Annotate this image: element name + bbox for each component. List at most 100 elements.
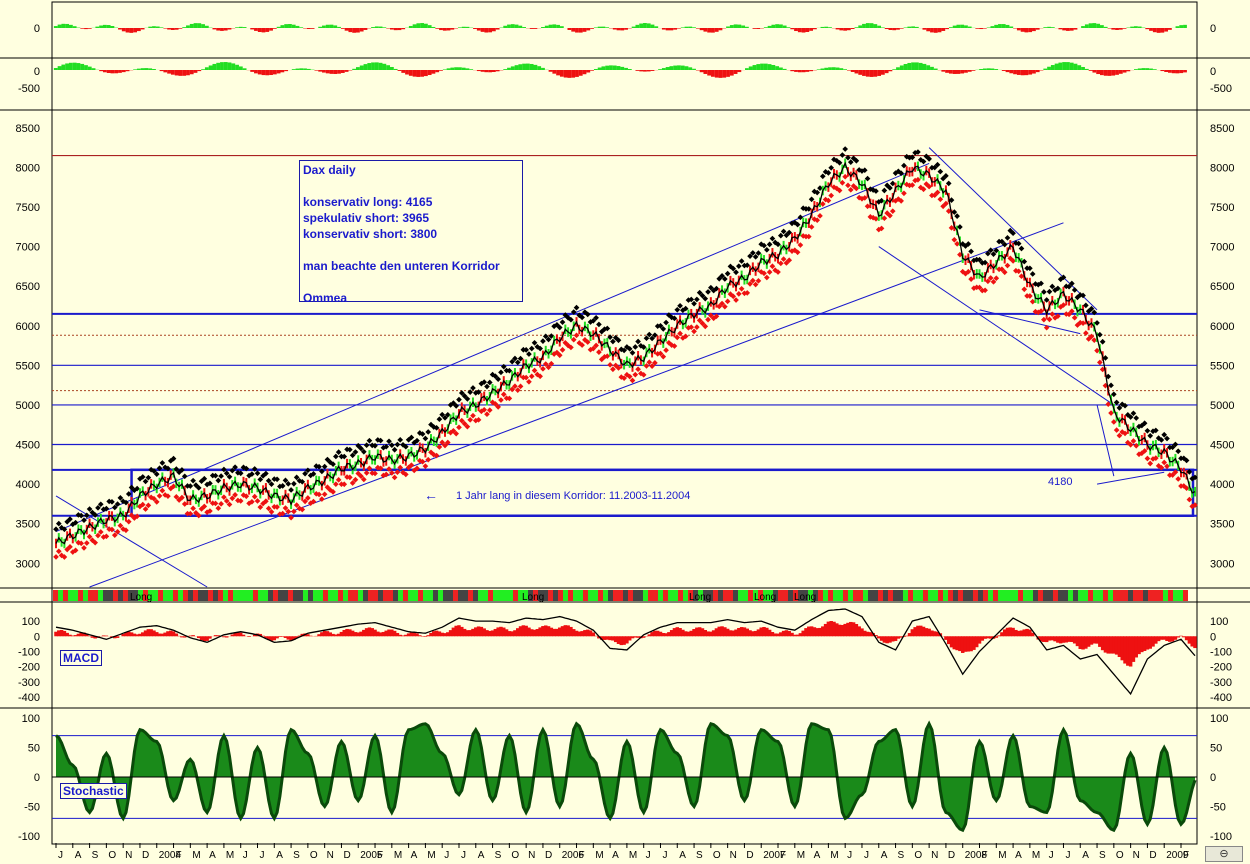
stop-dot-black (828, 164, 835, 171)
x-month-label: F (579, 850, 585, 861)
stop-dot-black (347, 446, 353, 453)
stop-dot-red (402, 471, 409, 478)
stop-dot-black (1133, 415, 1140, 421)
stop-dot-red (1010, 258, 1016, 264)
stop-dot-black (461, 393, 468, 399)
stop-dot-red (1055, 313, 1061, 319)
stop-dot-red (1158, 464, 1165, 471)
stop-dot-black (1147, 432, 1154, 439)
stop-dot-black (934, 161, 941, 168)
stochastic-axis-label-left: -50 (24, 802, 40, 814)
macd-axis-label-right: -200 (1210, 662, 1232, 674)
stop-dot-red (111, 532, 118, 538)
signal-cell (988, 590, 993, 601)
stop-dot-red (694, 324, 700, 330)
stop-dot-red (861, 195, 868, 201)
signal-cell (838, 590, 843, 601)
stop-dot-black (1144, 427, 1151, 434)
stop-dot-red (223, 498, 230, 504)
stop-dot-black (53, 526, 59, 533)
stop-dot-black (372, 442, 378, 449)
stop-dot-red (747, 281, 753, 287)
stop-dot-black (285, 481, 292, 487)
stop-dot-red (842, 173, 849, 180)
stop-dot-black (92, 512, 99, 518)
signal-cell (618, 590, 623, 601)
x-month-label: M (797, 850, 805, 861)
stop-dot-black (528, 345, 535, 352)
stop-dot-black (212, 472, 219, 479)
signal-cell (798, 590, 803, 601)
stop-dot-red (55, 548, 62, 555)
signal-cell (138, 590, 143, 601)
stop-dot-black (187, 483, 194, 489)
stop-dot-black (968, 248, 974, 255)
signal-cell (538, 590, 543, 601)
stop-dot-black (993, 247, 1000, 254)
signal-cell (378, 590, 383, 601)
stop-dot-black (383, 443, 390, 450)
top-axis-label-right: 0 (1210, 66, 1216, 78)
stop-dot-black (458, 390, 465, 396)
stop-dot-black (982, 259, 988, 266)
trendline (979, 309, 1081, 335)
signal-cell (1078, 590, 1083, 601)
stop-dot-black (777, 232, 784, 239)
signal-cell (953, 590, 958, 601)
x-month-label: A (478, 850, 485, 861)
stop-dot-red (1164, 463, 1170, 470)
stop-dot-red (347, 474, 353, 481)
stop-dot-black (702, 295, 709, 302)
signal-cell (323, 590, 328, 601)
price-axis-label-left: 5000 (16, 400, 40, 412)
stop-dot-black (705, 289, 711, 295)
stop-dot-red (512, 383, 518, 390)
stop-dot-black (749, 250, 756, 256)
stop-dot-red (439, 439, 446, 446)
stop-dot-red (109, 526, 115, 533)
signal-cell (63, 590, 68, 601)
stop-dot-black (607, 334, 613, 340)
x-month-label: 2007 (763, 850, 786, 861)
signal-cell (808, 590, 813, 601)
stop-dot-red (282, 505, 289, 511)
stop-dot-black (299, 478, 306, 485)
stop-dot-red (316, 491, 322, 498)
stop-dot-red (391, 474, 398, 481)
signal-cell (293, 590, 298, 601)
signal-cell (1163, 590, 1168, 601)
x-month-label: S (495, 850, 502, 861)
x-month-label: J (444, 850, 449, 861)
price-axis-label-left: 8000 (16, 162, 40, 174)
zoom-out-button[interactable]: ⊖ (1205, 846, 1243, 862)
stop-dot-black (615, 337, 622, 344)
stop-dot-red (1091, 337, 1098, 343)
stop-dot-black (1164, 435, 1170, 442)
signal-cell (408, 590, 413, 601)
stop-dot-black (584, 311, 591, 318)
info-line-corridor-note: man beachte den unteren Korridor (303, 259, 500, 273)
signal-cell (313, 590, 318, 601)
stop-dot-black (498, 369, 504, 376)
signal-cell (758, 590, 763, 601)
stop-dot-black (1094, 320, 1100, 326)
stop-dot-red (1144, 455, 1151, 462)
stop-dot-red (881, 215, 888, 222)
stop-dot-red (671, 343, 678, 349)
signal-cell (198, 590, 203, 601)
stop-dot-black (559, 319, 566, 325)
stop-dot-red (492, 401, 499, 407)
stop-dot-red (999, 266, 1005, 273)
stop-dot-red (1071, 314, 1078, 321)
stop-dot-black (1055, 285, 1061, 292)
signal-cell (648, 590, 653, 601)
signal-cell (1038, 590, 1043, 601)
x-month-label: A (411, 850, 418, 861)
signal-cell (308, 590, 313, 601)
stop-dot-red (951, 236, 958, 243)
stop-dot-red (254, 498, 261, 504)
stop-dot-black (78, 512, 85, 519)
stop-dot-red (291, 508, 297, 515)
stop-dot-red (749, 277, 756, 284)
stop-dot-black (279, 483, 286, 489)
